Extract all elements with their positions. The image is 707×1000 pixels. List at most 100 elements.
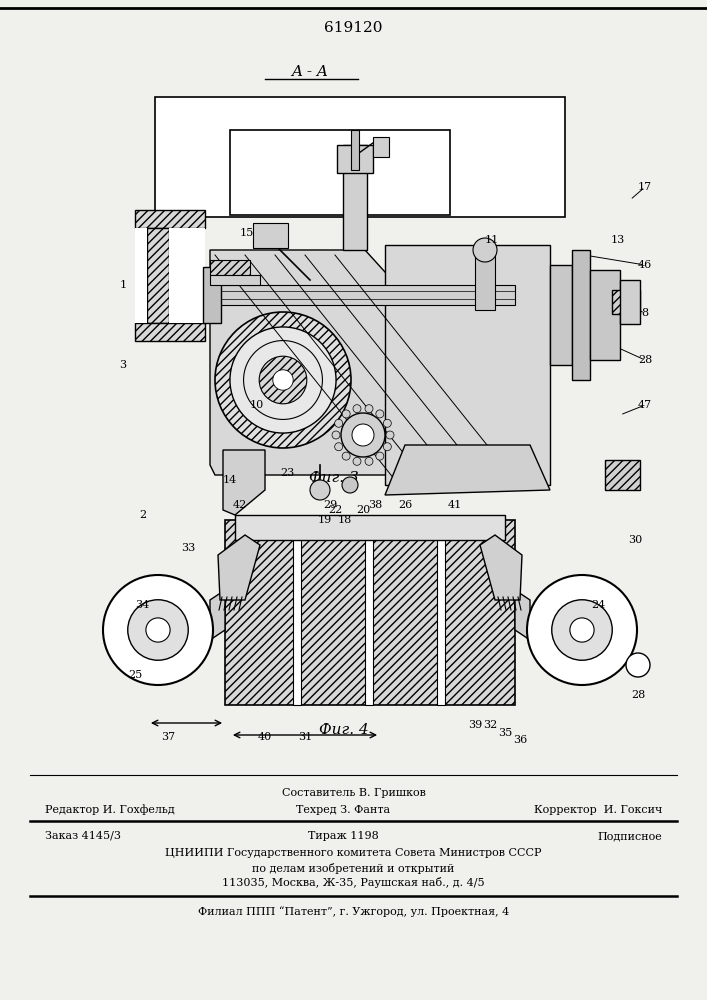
Text: 30: 30	[628, 535, 642, 545]
Circle shape	[230, 327, 336, 433]
Text: Заказ 4145/3: Заказ 4145/3	[45, 831, 121, 841]
Text: Редактор И. Гохфельд: Редактор И. Гохфельд	[45, 805, 175, 815]
Circle shape	[215, 312, 351, 448]
Circle shape	[259, 356, 307, 404]
Text: 25: 25	[128, 670, 142, 680]
Circle shape	[383, 443, 392, 451]
Circle shape	[473, 238, 497, 262]
Text: 14: 14	[223, 475, 237, 485]
Circle shape	[527, 575, 637, 685]
Text: 3: 3	[119, 360, 127, 370]
Circle shape	[103, 575, 213, 685]
Text: 17: 17	[638, 182, 652, 192]
Text: Корректор  И. Гоксич: Корректор И. Гоксич	[534, 805, 662, 815]
Polygon shape	[480, 535, 522, 600]
Polygon shape	[223, 450, 265, 515]
Circle shape	[341, 413, 385, 457]
Text: Техред З. Фанта: Техред З. Фанта	[296, 805, 390, 815]
Bar	[155, 97, 565, 217]
Circle shape	[342, 410, 350, 418]
Bar	[210, 275, 260, 285]
Circle shape	[376, 410, 384, 418]
Bar	[620, 280, 640, 324]
Circle shape	[353, 457, 361, 465]
Text: 28: 28	[638, 355, 652, 365]
Text: 41: 41	[448, 500, 462, 510]
Text: A - A: A - A	[291, 65, 329, 79]
Circle shape	[342, 452, 350, 460]
Bar	[205, 285, 515, 305]
Text: 619120: 619120	[325, 21, 382, 35]
Text: 37: 37	[161, 732, 175, 742]
Polygon shape	[515, 590, 530, 640]
Polygon shape	[210, 590, 225, 640]
Circle shape	[365, 457, 373, 465]
Circle shape	[383, 419, 392, 427]
Text: 31: 31	[298, 732, 312, 742]
Text: 13: 13	[611, 235, 625, 245]
Text: 34: 34	[135, 600, 149, 610]
Bar	[351, 130, 359, 170]
Circle shape	[342, 477, 358, 493]
Bar	[612, 290, 640, 314]
Text: 42: 42	[233, 500, 247, 510]
Circle shape	[365, 405, 373, 413]
Polygon shape	[218, 535, 260, 600]
Bar	[147, 228, 169, 323]
Circle shape	[334, 419, 343, 427]
Text: 39: 39	[468, 720, 482, 730]
Text: 1: 1	[119, 280, 127, 290]
Bar	[293, 520, 301, 705]
Text: 46: 46	[638, 260, 652, 270]
Text: Подписное: Подписное	[597, 831, 662, 841]
Bar	[135, 210, 205, 228]
Circle shape	[128, 600, 188, 660]
Circle shape	[570, 618, 594, 642]
Text: 36: 36	[513, 735, 527, 745]
Text: 26: 26	[398, 500, 412, 510]
Circle shape	[310, 480, 330, 500]
Text: 10: 10	[250, 400, 264, 410]
Text: Фиг. 4: Фиг. 4	[319, 723, 368, 737]
Text: 15: 15	[240, 228, 254, 238]
Text: Составитель В. Гришков: Составитель В. Гришков	[281, 788, 426, 798]
Text: 8: 8	[641, 308, 648, 318]
Text: 23: 23	[280, 468, 294, 478]
Bar	[590, 270, 620, 360]
Bar	[365, 520, 373, 705]
Bar	[337, 145, 373, 173]
Text: 40: 40	[258, 732, 272, 742]
Circle shape	[386, 431, 394, 439]
Circle shape	[626, 653, 650, 677]
Bar	[210, 260, 250, 275]
Bar	[235, 515, 505, 540]
Text: Филиал ППП “Патент”, г. Ужгород, ул. Проектная, 4: Филиал ППП “Патент”, г. Ужгород, ул. Про…	[198, 907, 509, 917]
Circle shape	[273, 370, 293, 390]
Text: 29: 29	[323, 500, 337, 510]
Polygon shape	[385, 245, 550, 485]
Bar	[169, 228, 205, 323]
Text: 11: 11	[485, 235, 499, 245]
Text: 19: 19	[318, 515, 332, 525]
Text: 113035, Москва, Ж-35, Раушская наб., д. 4/5: 113035, Москва, Ж-35, Раушская наб., д. …	[222, 878, 485, 888]
Text: 47: 47	[638, 400, 652, 410]
Circle shape	[352, 424, 374, 446]
Bar	[475, 250, 495, 310]
Text: 24: 24	[591, 600, 605, 610]
Text: 18: 18	[338, 515, 352, 525]
Text: 28: 28	[631, 690, 645, 700]
Text: по делам изобретений и открытий: по делам изобретений и открытий	[252, 862, 455, 874]
Text: 2: 2	[139, 510, 146, 520]
Bar	[343, 145, 367, 250]
Bar	[230, 130, 450, 215]
Circle shape	[551, 600, 612, 660]
Bar	[203, 267, 221, 323]
Polygon shape	[210, 250, 415, 475]
Bar	[373, 137, 389, 157]
Circle shape	[334, 443, 343, 451]
Circle shape	[376, 452, 384, 460]
Text: 22: 22	[328, 505, 342, 515]
Bar	[437, 520, 445, 705]
Bar	[605, 460, 640, 490]
Bar	[135, 228, 147, 323]
